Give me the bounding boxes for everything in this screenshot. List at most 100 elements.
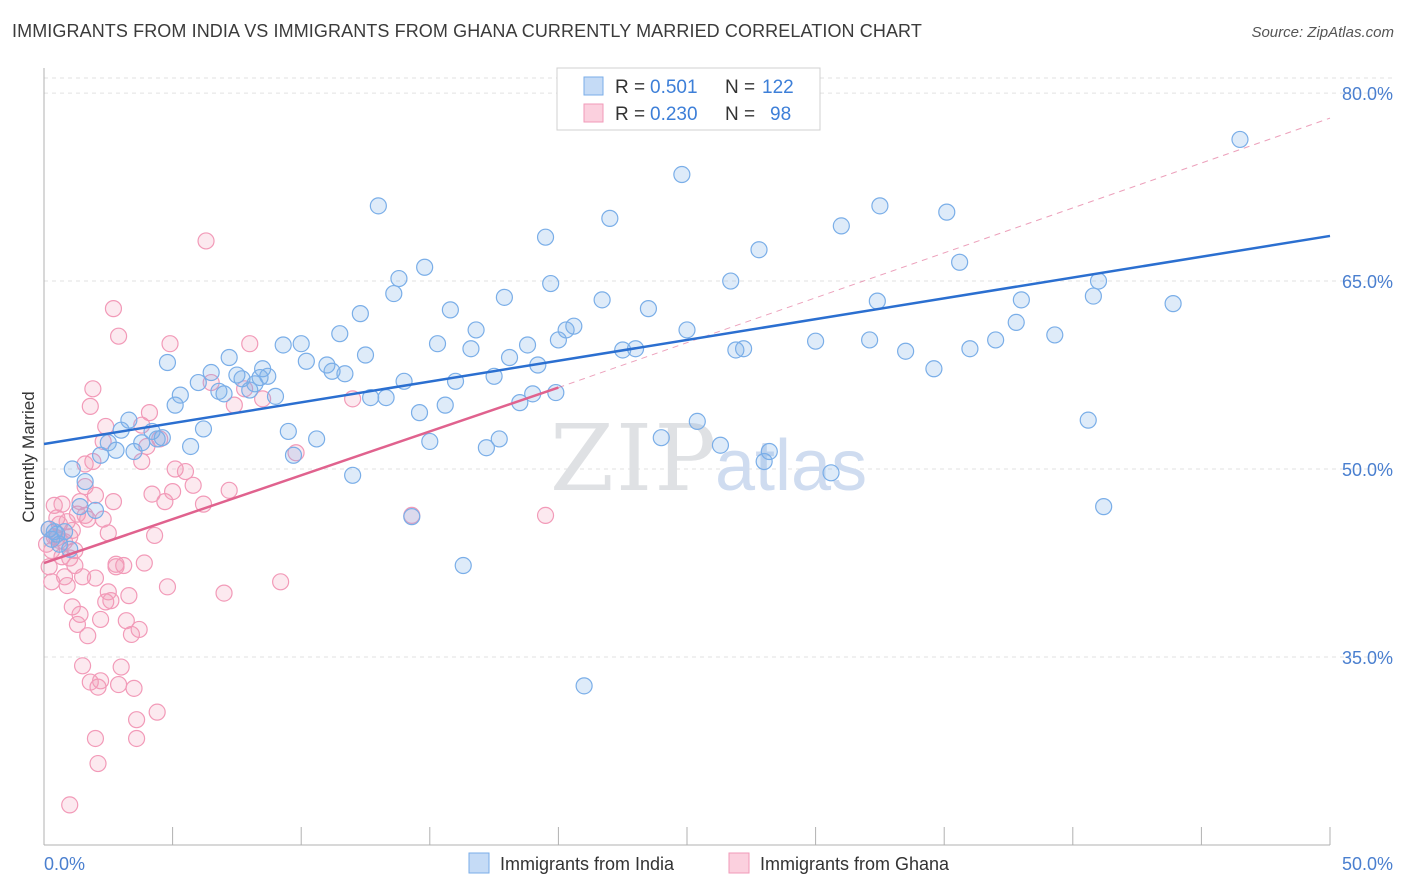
ghana-point — [104, 300, 123, 318]
y-tick-label: 35.0% — [1342, 648, 1393, 668]
legend-n-label-india: N = — [725, 77, 755, 98]
ghana-point — [127, 711, 146, 729]
india-point — [215, 385, 233, 403]
ghana-point — [143, 485, 161, 503]
bottom-legend: Immigrants from India Immigrants from Gh… — [468, 852, 950, 874]
bottom-legend-swatch-india — [468, 852, 490, 874]
india-point — [673, 165, 691, 184]
ghana-point — [53, 495, 71, 513]
ghana-point — [287, 444, 305, 462]
ghana-point — [184, 476, 202, 494]
india-point — [171, 386, 189, 404]
legend-r-label-india: R = — [615, 77, 645, 98]
india-point — [861, 331, 879, 349]
india-point — [308, 430, 326, 448]
india-point — [518, 336, 537, 354]
india-point — [1079, 411, 1097, 429]
ghana-point — [86, 569, 105, 587]
ghana-point — [158, 578, 177, 596]
india-point — [542, 274, 560, 293]
ghana-point — [89, 754, 107, 773]
india-point — [377, 388, 395, 407]
bottom-legend-india: Immigrants from India — [500, 854, 675, 874]
india-point — [292, 335, 310, 353]
ghana-point — [104, 493, 123, 511]
india-point — [987, 331, 1005, 349]
india-point — [806, 332, 825, 350]
ghana-point — [61, 796, 79, 814]
india-point — [1084, 287, 1102, 305]
india-point — [467, 321, 485, 339]
india-point — [565, 317, 583, 335]
chart-title: IMMIGRANTS FROM INDIA VS IMMIGRANTS FROM… — [12, 21, 922, 41]
india-point — [1095, 498, 1113, 516]
ghana-point — [254, 390, 272, 408]
india-point — [500, 348, 519, 367]
x-tick-label-min: 0.0% — [44, 854, 85, 874]
ghana-point — [215, 584, 233, 602]
ghana-point — [145, 526, 164, 545]
india-point — [822, 464, 840, 482]
bottom-legend-swatch-ghana — [728, 852, 750, 874]
india-point — [194, 420, 213, 438]
india-point — [652, 429, 670, 447]
ghana-point — [164, 482, 182, 501]
india-point — [441, 301, 459, 319]
ghana-point — [73, 568, 92, 586]
series-ghana-points — [37, 232, 555, 814]
india-point — [601, 209, 619, 227]
y-tick-label: 80.0% — [1342, 84, 1393, 104]
india-point — [410, 404, 429, 422]
ghana-point — [220, 481, 238, 499]
india-point — [266, 387, 285, 405]
india-point — [722, 272, 740, 290]
watermark-atlas: atlas — [715, 426, 867, 506]
ghana-point — [197, 232, 215, 250]
india-point — [153, 429, 171, 447]
india-point — [259, 367, 277, 385]
ghana-point — [91, 672, 110, 690]
india-point — [938, 203, 956, 221]
ghana-point — [120, 587, 138, 605]
india-point — [63, 460, 81, 478]
india-point — [91, 446, 110, 464]
india-point — [403, 508, 421, 526]
ghana-point — [79, 627, 97, 645]
y-axis-label: Currently Married — [19, 391, 38, 522]
india-point — [678, 321, 696, 339]
india-point — [279, 422, 297, 441]
india-point — [385, 284, 403, 303]
ghana-trend-extension — [558, 117, 1331, 389]
india-point — [755, 452, 773, 471]
bottom-legend-ghana: Immigrants from Ghana — [760, 854, 950, 874]
legend-box: R = 0.501 N = 122 R = 0.230 N = 98 — [556, 67, 821, 131]
india-point — [220, 348, 238, 367]
ghana-point — [125, 679, 143, 697]
india-point — [86, 501, 105, 519]
y-tick-label: 65.0% — [1342, 272, 1393, 292]
ghana-point — [109, 327, 128, 345]
ghana-point — [161, 335, 179, 353]
india-point — [750, 241, 768, 259]
india-point — [593, 291, 611, 309]
india-trend-line — [43, 234, 1331, 446]
india-point — [549, 331, 568, 349]
india-point — [274, 336, 292, 354]
ghana-point — [127, 729, 146, 748]
india-point — [55, 523, 74, 541]
india-point — [832, 217, 850, 235]
ghana-point — [140, 404, 159, 422]
india-point — [495, 288, 513, 306]
india-point — [639, 300, 658, 318]
india-point — [323, 362, 341, 380]
india-point — [107, 441, 125, 459]
legend-n-value-ghana: 98 — [770, 104, 791, 125]
india-point — [1231, 130, 1249, 149]
india-point — [421, 432, 439, 451]
india-point — [428, 335, 447, 353]
india-point — [76, 472, 94, 491]
ghana-point — [112, 658, 130, 676]
ghana-point — [135, 554, 153, 572]
ghana-point — [166, 460, 184, 478]
india-point — [369, 197, 387, 215]
